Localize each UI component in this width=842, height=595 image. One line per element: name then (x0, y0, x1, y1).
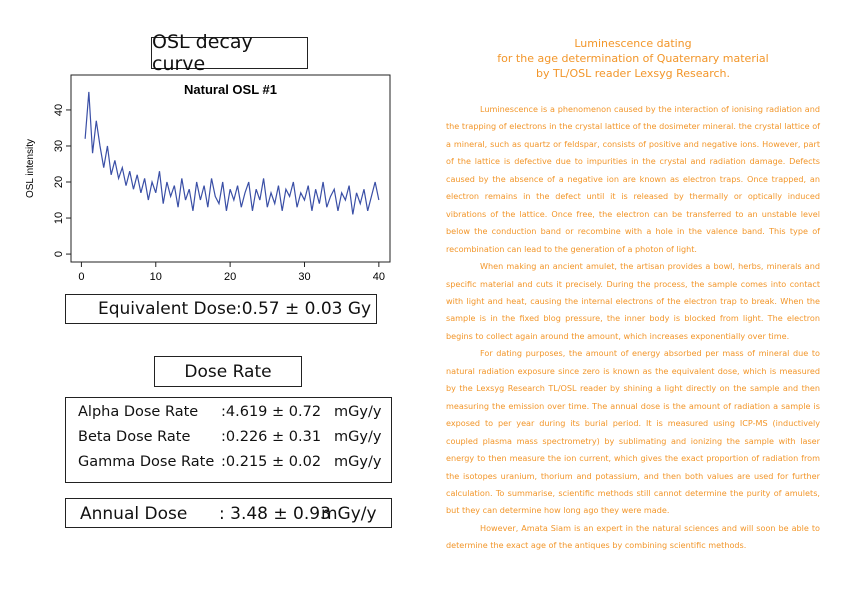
x-tick-label: 30 (298, 271, 310, 283)
unit: mGy/y (334, 404, 382, 420)
y-tick-label: 40 (53, 104, 65, 116)
y-tick-label: 10 (53, 212, 65, 224)
x-tick-label: 0 (78, 271, 84, 283)
paragraph: Luminescence is a phenomenon caused by t… (446, 104, 820, 254)
label: Alpha Dose Rate (78, 404, 199, 420)
x-tick-label: 20 (224, 271, 236, 283)
annual-dose-box: Annual Dose : 3.48 ± 0.93 mGy/y (65, 498, 392, 528)
value: : 3.48 ± 0.93 (219, 504, 331, 524)
spacer (446, 81, 820, 101)
unit: mGy/y (334, 454, 382, 470)
y-tick-label: 0 (53, 251, 65, 257)
article-title: by TL/OSL reader Lexsyg Research. (535, 67, 731, 80)
dose-rate-row: Beta Dose Rate :0.226 ± 0.31 mGy/y (78, 429, 388, 449)
dose-rate-row: Gamma Dose Rate :0.215 ± 0.02 mGy/y (78, 454, 388, 474)
osl-chart: Natural OSL #1 OSL intensity 0 10 20 30 40 0 10 2… (25, 74, 391, 283)
paragraph: For dating purposes, the amount of energ… (446, 348, 820, 516)
article-title: for the age determination of Quaternary … (497, 52, 769, 65)
data-line (84, 91, 380, 215)
label: Annual Dose (80, 504, 188, 524)
x-tick-label: 10 (150, 271, 162, 283)
y-tick-label: 30 (53, 140, 65, 152)
dose-rate-row: Alpha Dose Rate :4.619 ± 0.72 mGy/y (78, 404, 388, 424)
x-tick-label: 40 (373, 271, 385, 283)
label: Equivalent Dose (98, 299, 237, 319)
paragraph: When making an ancient amulet, the artis… (446, 261, 820, 341)
equivalent-dose-box: Equivalent Dose :0.57 ± 0.03 Gy (65, 294, 377, 324)
value: :0.215 ± 0.02 (221, 454, 322, 470)
article: Luminescence dating for the age determina… (446, 36, 820, 555)
value: :0.57 ± 0.03 Gy (236, 299, 372, 319)
article-title: Luminescence dating (574, 37, 692, 50)
dose-rate-title: Dose Rate (154, 356, 302, 387)
chart-title: Natural OSL #1 (184, 82, 277, 97)
y-axis-label: OSL intensity (25, 139, 36, 198)
unit: mGy/y (321, 504, 377, 524)
label: Gamma Dose Rate (78, 454, 215, 470)
dose-rate-box: Alpha Dose Rate:4.619 ± 0.72 mGy/y Beta Do… (65, 397, 392, 483)
value: :4.619 ± 0.72 (221, 404, 322, 420)
unit: mGy/y (334, 429, 382, 445)
paragraph: However, Amata Siam is an expert in the … (446, 522, 820, 551)
value: :0.226 ± 0.31 (221, 429, 322, 445)
plot-frame (70, 74, 391, 263)
label: Beta Dose Rate (78, 429, 191, 445)
y-tick-label: 20 (53, 176, 65, 188)
